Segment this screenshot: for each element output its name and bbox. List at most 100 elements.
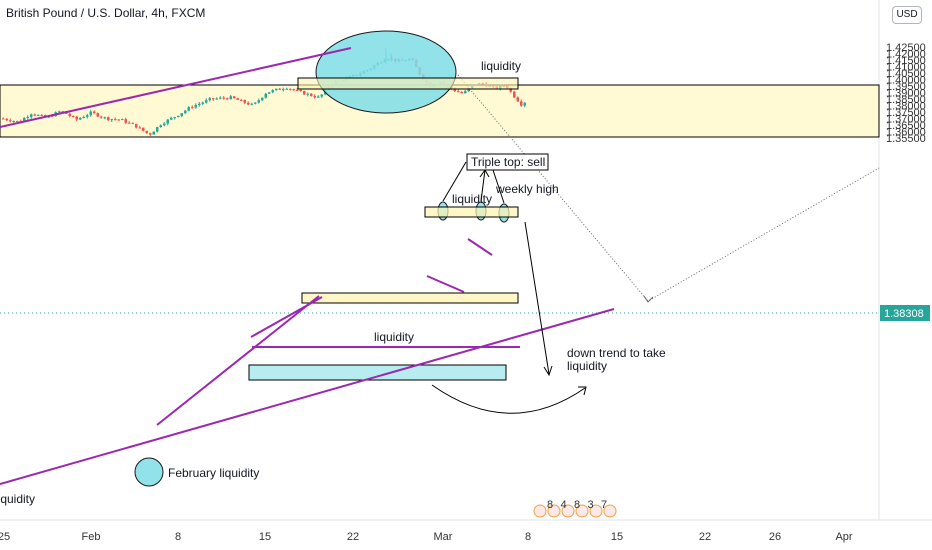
candle-body <box>40 114 43 116</box>
candle-body <box>310 93 313 97</box>
triple-top-label-box[interactable] <box>466 153 549 171</box>
candle-body <box>320 94 323 97</box>
candle-body <box>219 97 222 99</box>
candle-body <box>240 99 243 101</box>
time-tick-label: 15 <box>611 531 623 543</box>
last-price-tag-text: 1.38308 <box>884 308 924 320</box>
time-tick-label: 22 <box>347 531 359 543</box>
price-tick-label: 1.39500 <box>886 81 926 93</box>
triple-top-support-line[interactable] <box>426 275 465 293</box>
price-tick-label: 1.41000 <box>886 62 926 74</box>
time-axis: 25 Feb 8 15 22 Mar 8 15 22 26 Apr <box>0 531 853 543</box>
price-tick-label: 1.38000 <box>886 101 926 113</box>
price-tick-label: 1.35500 <box>886 133 926 145</box>
price-tick-label: 1.42000 <box>886 49 926 61</box>
candle-body <box>12 121 15 123</box>
candle-body <box>226 98 229 100</box>
candle-body <box>163 123 166 126</box>
candle-body <box>138 127 141 129</box>
candle-body <box>191 107 194 109</box>
time-tick-label: 8 <box>175 531 181 543</box>
upper-trendline[interactable] <box>0 47 352 128</box>
triple-top-label: Triple top: sell <box>471 155 545 169</box>
february-liquidity-ellipse[interactable] <box>134 457 164 487</box>
candle-body <box>299 90 302 92</box>
time-tick-label: 8 <box>525 531 531 543</box>
candle-body <box>58 111 61 113</box>
candle-body <box>75 116 78 120</box>
candle-body <box>264 93 267 98</box>
candle-body <box>89 111 92 116</box>
candle-body <box>30 114 33 118</box>
feb-uptrend-line[interactable] <box>156 295 320 426</box>
price-axis: 1.425001.420001.415001.410001.405001.400… <box>886 42 926 145</box>
candle-body <box>278 88 281 90</box>
mid-uptrend-line[interactable] <box>250 296 323 338</box>
candle-body <box>268 92 271 94</box>
weekly-high-box[interactable] <box>424 206 519 218</box>
candle-body <box>96 113 99 117</box>
earnings-icon[interactable] <box>533 504 547 518</box>
top-liquidity-ellipse[interactable] <box>315 30 457 114</box>
liquidity-low-label: liquidity <box>374 330 414 344</box>
candle-body <box>296 89 299 91</box>
price-tick-label: 1.41500 <box>886 55 926 67</box>
calendar-event-icon[interactable] <box>589 504 603 518</box>
calendar-event-icon[interactable] <box>603 504 617 518</box>
candle-body <box>457 91 460 93</box>
price-tick-label: 1.40500 <box>886 68 926 80</box>
candle-body <box>117 119 120 121</box>
calendar-event-icon[interactable] <box>575 504 589 518</box>
liquidity-top-box[interactable] <box>297 77 519 90</box>
candle-body <box>205 100 208 103</box>
liquidity-left-label: liquidity <box>0 492 35 506</box>
candle-body <box>82 116 85 119</box>
candle-body <box>194 105 197 108</box>
target-box[interactable] <box>248 364 507 381</box>
candle-body <box>124 119 127 123</box>
candle-body <box>103 117 106 119</box>
mid-box[interactable] <box>301 292 519 304</box>
calendar-event-icon[interactable] <box>547 504 561 518</box>
chart-title: British Pound / U.S. Dollar, 4h, FXCM <box>6 6 205 20</box>
candle-body <box>215 98 218 100</box>
event-marker-label: 8 <box>547 499 553 511</box>
candle-body <box>303 91 306 95</box>
candle-body <box>201 102 204 104</box>
candle-body <box>170 117 173 120</box>
candle-body <box>135 123 138 128</box>
candle-body <box>79 118 82 120</box>
candle-body <box>229 96 232 100</box>
candle-body <box>317 96 320 98</box>
candle-body <box>275 88 278 91</box>
main-uptrend-line[interactable] <box>0 308 615 485</box>
candle-body <box>187 107 190 111</box>
candle-body <box>173 117 176 119</box>
candle-body <box>51 115 54 117</box>
candle-body <box>107 117 110 121</box>
candle-body <box>453 88 456 92</box>
curved-arrow[interactable] <box>431 384 586 414</box>
candle-body <box>2 118 5 120</box>
candle-body <box>131 122 134 124</box>
price-tick-label: 1.37500 <box>886 107 926 119</box>
candle-body <box>306 93 309 95</box>
down-trend-arrow[interactable] <box>524 221 550 375</box>
currency-button[interactable]: USD <box>892 6 922 24</box>
event-marker-label: 3 <box>588 499 594 511</box>
calendar-event-icon[interactable] <box>561 504 575 518</box>
time-tick-label: 26 <box>769 531 781 543</box>
time-tick-label: Apr <box>835 531 852 543</box>
event-marker-label: 8 <box>574 499 580 511</box>
time-tick-label: Mar <box>434 531 453 543</box>
triple-top-small-line[interactable] <box>467 238 493 256</box>
price-tick-label: 1.39000 <box>886 88 926 100</box>
triple-top-connector-right <box>492 169 505 204</box>
time-tick-label: 22 <box>699 531 711 543</box>
candle-body <box>285 88 288 90</box>
candle-body <box>145 130 148 134</box>
candle-body <box>250 103 253 105</box>
triple-top-connector-mid <box>480 169 486 202</box>
